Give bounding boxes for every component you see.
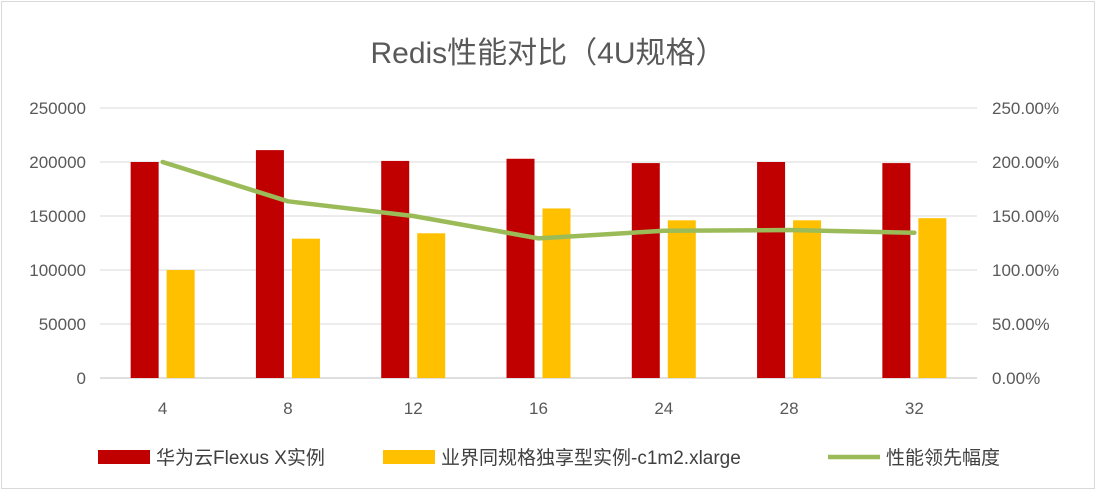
left-tick-label: 150000	[29, 207, 86, 226]
legend-swatch	[383, 450, 435, 464]
bar	[542, 208, 571, 378]
series-line	[160, 159, 917, 241]
x-tick-label: 12	[404, 399, 423, 418]
x-tick-label: 4	[158, 399, 167, 418]
legend-swatch	[98, 450, 150, 464]
right-tick-label: 0.00%	[992, 369, 1040, 388]
x-tick-label: 24	[654, 399, 673, 418]
bar	[793, 220, 822, 378]
right-tick-label: 50.00%	[992, 315, 1050, 334]
x-tick-label: 32	[905, 399, 924, 418]
legend-label: 华为云Flexus X实例	[156, 447, 325, 469]
right-axis-ticks: 0.00% 50.00% 100.00% 150.00% 200.00% 250.00%	[992, 99, 1059, 388]
left-tick-label: 250000	[29, 99, 86, 118]
left-axis-ticks: 0 50000 100000 150000 200000 250000	[29, 99, 86, 388]
legend: 华为云Flexus X实例 业界同规格独享型实例-c1m2.xlarge 性能领先幅…	[98, 447, 1000, 469]
x-tick-label: 28	[780, 399, 799, 418]
left-tick-label: 0	[77, 369, 86, 388]
x-tick-label: 8	[283, 399, 292, 418]
bar	[882, 163, 911, 378]
legend-label: 性能领先幅度	[886, 447, 1000, 469]
bar	[381, 160, 410, 378]
legend-label: 业界同规格独享型实例-c1m2.xlarge	[441, 447, 741, 469]
bar	[506, 158, 535, 378]
line-series	[160, 159, 917, 241]
bar	[918, 218, 947, 378]
bar	[757, 162, 786, 378]
right-tick-label: 200.00%	[992, 153, 1059, 172]
bar	[667, 220, 696, 378]
right-tick-label: 150.00%	[992, 207, 1059, 226]
chart-title: Redis性能对比（4U规格）	[370, 37, 725, 70]
bar	[166, 270, 195, 378]
left-tick-label: 50000	[39, 315, 86, 334]
bar	[291, 238, 320, 378]
x-tick-label: 16	[529, 399, 548, 418]
grid-lines	[100, 107, 977, 379]
x-axis-ticks: 4 8 12 16 24 28 32	[158, 399, 924, 418]
right-tick-label: 100.00%	[992, 261, 1059, 280]
bar	[417, 233, 446, 378]
bar	[130, 162, 159, 378]
bar	[631, 163, 660, 378]
bar	[255, 150, 284, 378]
left-tick-label: 100000	[29, 261, 86, 280]
right-tick-label: 250.00%	[992, 99, 1059, 118]
left-tick-label: 200000	[29, 153, 86, 172]
bar-series	[130, 150, 947, 378]
